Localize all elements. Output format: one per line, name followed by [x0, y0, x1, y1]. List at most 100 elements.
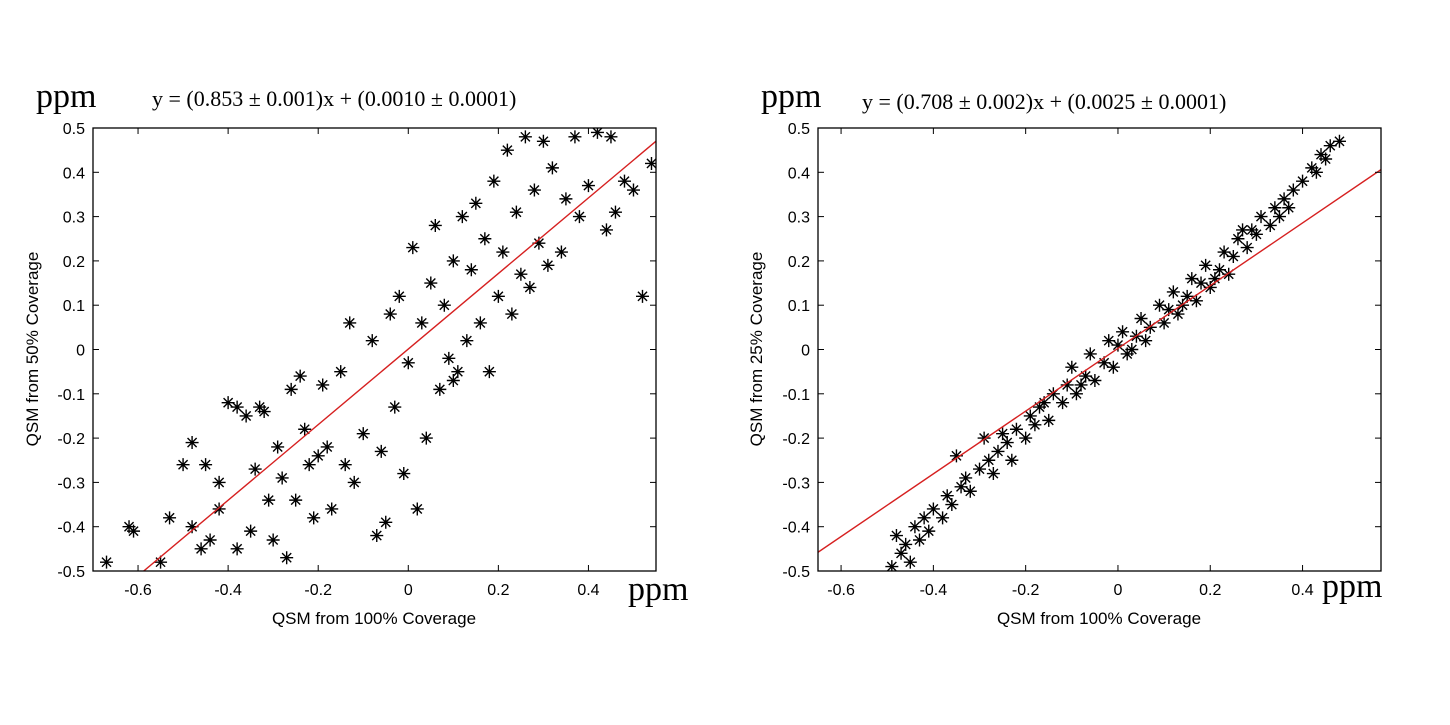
data-point: [446, 374, 460, 388]
data-point: [163, 511, 177, 525]
y-tick-label: 0.2: [788, 254, 810, 271]
data-point: [370, 529, 384, 543]
data-point: [1033, 400, 1047, 414]
y-tick-label: 0.5: [788, 121, 810, 138]
x-tick-label: -0.4: [920, 582, 948, 599]
data-point: [392, 289, 406, 303]
data-point: [284, 382, 298, 396]
data-point: [936, 511, 950, 525]
data-point: [940, 489, 954, 503]
data-point: [419, 431, 433, 445]
data-point: [635, 289, 649, 303]
data-point: [973, 462, 987, 476]
data-point: [100, 555, 114, 569]
data-point: [176, 458, 190, 472]
data-point: [604, 130, 618, 144]
data-point: [608, 205, 622, 219]
data-point: [1083, 347, 1097, 361]
x-axis: -0.6 -0.4 -0.2 0 0.2 0.4: [124, 128, 600, 599]
data-point: [541, 258, 555, 272]
data-point: [986, 467, 1000, 481]
y-tick-label: 0.1: [63, 298, 85, 315]
data-point: [926, 502, 940, 516]
y-tick-label: -0.3: [782, 475, 810, 492]
data-point: [406, 241, 420, 255]
data-point: [1286, 183, 1300, 197]
data-point: [203, 533, 217, 547]
data-point: [433, 382, 447, 396]
data-point: [212, 502, 226, 516]
data-point: [617, 174, 631, 188]
y-tick-label: 0: [76, 343, 85, 360]
y-tick-label: 0.3: [63, 210, 85, 227]
data-point: [590, 128, 604, 139]
data-point: [963, 484, 977, 498]
data-point: [446, 254, 460, 268]
y-unit-label: ppm: [761, 78, 821, 115]
data-point: [262, 493, 276, 507]
data-point: [397, 467, 411, 481]
data-point: [343, 316, 357, 330]
data-point: [401, 356, 415, 370]
x-tick-label: -0.6: [827, 582, 855, 599]
data-point: [1212, 263, 1226, 277]
data-point: [1240, 241, 1254, 255]
data-point: [1226, 249, 1240, 263]
data-point: [899, 537, 913, 551]
data-point: [954, 480, 968, 494]
data-point: [1143, 320, 1157, 334]
x-tick-label: -0.2: [304, 582, 332, 599]
x-tick-label: 0.4: [1291, 582, 1313, 599]
y-tick-label: 0: [801, 343, 810, 360]
data-point: [1268, 201, 1282, 215]
data-point: [1069, 387, 1083, 401]
data-point: [334, 365, 348, 379]
data-point: [1157, 316, 1171, 330]
data-point: [311, 449, 325, 463]
data-point: [1000, 436, 1014, 450]
data-point: [491, 289, 505, 303]
y-tick-label: 0.1: [788, 298, 810, 315]
data-point: [523, 280, 537, 294]
data-point: [275, 471, 289, 485]
plot-frame: [817, 127, 1382, 572]
scatter-panel-right: ppm y = (0.708 ± 0.002)x + (0.0025 ± 0.0…: [747, 78, 1382, 628]
data-point: [977, 431, 991, 445]
data-point: [293, 369, 307, 383]
y-tick-label: 0.3: [788, 210, 810, 227]
data-point: [1282, 201, 1296, 215]
data-point: [1263, 218, 1277, 232]
data-point: [1185, 272, 1199, 286]
data-point: [894, 546, 908, 560]
y-tick-label: -0.5: [782, 564, 810, 581]
y-tick-label: 0.4: [63, 165, 85, 182]
data-point: [1332, 134, 1346, 148]
y-axis-label: QSM from 25% Coverage: [747, 252, 766, 447]
data-point: [316, 378, 330, 392]
data-point: [500, 143, 514, 157]
data-point: [1023, 409, 1037, 423]
data-point: [280, 551, 294, 565]
data-point: [559, 192, 573, 206]
data-point: [903, 555, 917, 569]
x-tick-label: 0: [1114, 582, 1123, 599]
data-point: [509, 205, 523, 219]
x-tick-label: 0: [404, 582, 413, 599]
data-point: [1152, 298, 1166, 312]
data-point: [1046, 387, 1060, 401]
data-point: [154, 555, 168, 569]
data-point: [1272, 210, 1286, 224]
data-point: [945, 498, 959, 512]
data-point: [289, 493, 303, 507]
data-point: [482, 365, 496, 379]
data-point: [1056, 396, 1070, 410]
data-point: [1042, 413, 1056, 427]
data-point: [442, 351, 456, 365]
data-point: [496, 245, 510, 259]
data-point: [917, 511, 931, 525]
regression-equation: y = (0.708 ± 0.002)x + (0.0025 ± 0.0001): [862, 89, 1226, 114]
data-point: [1065, 360, 1079, 374]
data-point: [199, 458, 213, 472]
y-tick-label: -0.2: [782, 431, 810, 448]
